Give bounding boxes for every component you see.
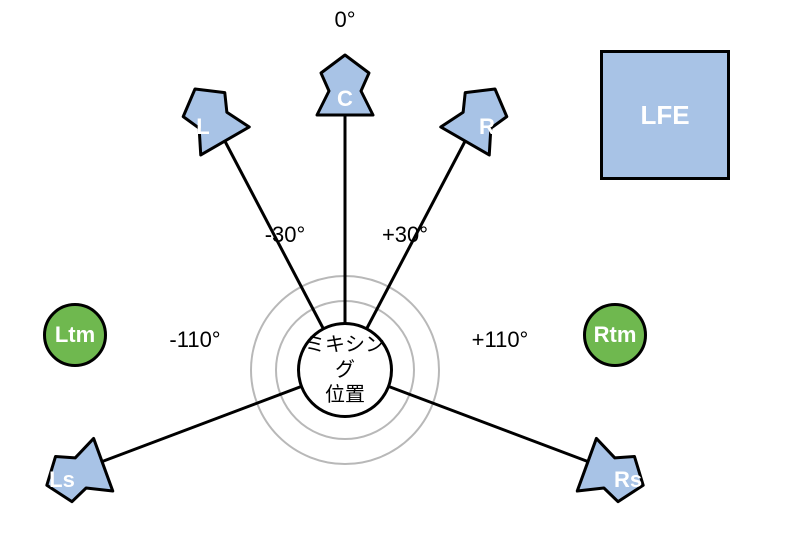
speaker-layout-diagram: ミキシング 位置 C L R Ls Rs Ltm Rtm LFE 0° -30°… — [0, 0, 787, 545]
speaker-rtm-label: Rtm — [594, 322, 637, 348]
angle-label-minus110: -110° — [169, 327, 220, 353]
angle-label-0: 0° — [334, 7, 355, 33]
speaker-c — [305, 45, 385, 125]
mixing-position-label-2: 位置 — [325, 384, 365, 406]
mixing-position-label-1: ミキシング — [305, 334, 385, 381]
angle-label-plus110: +110° — [472, 327, 529, 353]
angle-label-minus30: -30° — [265, 222, 306, 248]
mixing-position: ミキシング 位置 — [297, 322, 393, 418]
speaker-lfe-label: LFE — [640, 100, 689, 131]
speaker-ltm: Ltm — [43, 303, 107, 367]
speaker-lfe: LFE — [600, 50, 730, 180]
angle-label-plus30: +30° — [382, 222, 428, 248]
speaker-ltm-label: Ltm — [55, 322, 95, 348]
speaker-rtm: Rtm — [583, 303, 647, 367]
